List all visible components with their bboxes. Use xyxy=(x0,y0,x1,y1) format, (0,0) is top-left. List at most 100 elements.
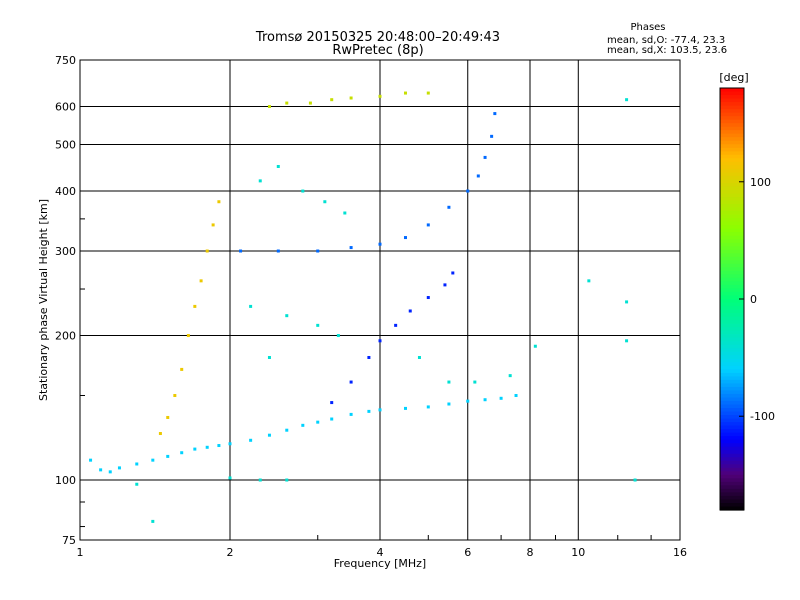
colorbar-segment xyxy=(720,499,744,504)
colorbar-label: [deg] xyxy=(719,71,748,84)
colorbar-segment xyxy=(720,467,744,472)
colorbar-segment xyxy=(720,147,744,152)
colorbar-segment xyxy=(720,186,744,191)
colorbar-segment xyxy=(720,175,744,181)
data-point xyxy=(447,380,451,384)
data-point xyxy=(276,164,280,168)
data-point xyxy=(228,442,232,446)
data-point xyxy=(180,367,184,371)
data-point xyxy=(349,380,353,384)
data-point xyxy=(343,211,347,215)
colorbar-segment xyxy=(720,372,744,377)
colorbar-segment xyxy=(720,334,744,339)
data-point xyxy=(180,451,184,455)
data-point xyxy=(349,246,353,250)
colorbar-segment xyxy=(720,418,744,423)
y-tick-label: 200 xyxy=(55,330,76,343)
colorbar-segment xyxy=(720,365,744,370)
colorbar-segment xyxy=(720,133,744,138)
y-tick-label: 300 xyxy=(55,245,76,258)
x-tick-label: 10 xyxy=(571,546,585,559)
data-point xyxy=(514,394,518,398)
colorbar-segment xyxy=(720,348,744,353)
data-point xyxy=(330,401,334,405)
data-point xyxy=(193,304,197,308)
colorbar-segment xyxy=(720,225,744,230)
data-point xyxy=(199,279,203,283)
colorbar-segment xyxy=(720,439,744,444)
colorbar-segment xyxy=(720,119,744,124)
data-point xyxy=(447,205,451,209)
colorbar-segment xyxy=(720,351,744,356)
data-point xyxy=(285,314,289,318)
colorbar-segment xyxy=(720,221,744,226)
data-point xyxy=(166,415,170,419)
phase-stats-x: mean, sd,X: 103.5, 23.6 xyxy=(607,45,727,56)
data-point xyxy=(205,445,209,449)
data-point xyxy=(316,420,320,424)
colorbar-segment xyxy=(720,144,744,149)
data-point xyxy=(394,323,398,327)
phase-stats-title: Phases xyxy=(630,22,665,33)
x-tick-label: 4 xyxy=(377,546,384,559)
colorbar-segment xyxy=(720,91,744,96)
colorbar-segment xyxy=(720,450,744,455)
colorbar-segment xyxy=(720,446,744,451)
colorbar-segment xyxy=(720,291,744,297)
colorbar-segment xyxy=(720,390,744,395)
data-point xyxy=(483,398,487,402)
colorbar-segment xyxy=(720,295,744,300)
colorbar-segment xyxy=(720,316,744,321)
data-point xyxy=(490,134,494,138)
data-point xyxy=(633,478,637,482)
data-point xyxy=(285,101,289,105)
data-point xyxy=(267,433,271,437)
data-point xyxy=(625,339,629,343)
colorbar-segment xyxy=(720,235,744,240)
colorbar-segment xyxy=(720,165,744,170)
data-point xyxy=(285,428,289,432)
data-point xyxy=(508,374,512,378)
data-point xyxy=(316,249,320,253)
phase-stats-o: mean, sd,O: -77.4, 23.3 xyxy=(607,35,725,46)
chart-subtitle: RwPretec (8p) xyxy=(332,43,423,58)
x-tick-label: 16 xyxy=(673,546,687,559)
data-point xyxy=(89,458,93,462)
colorbar-segment xyxy=(720,313,744,318)
colorbar-segment xyxy=(720,309,744,314)
colorbar-segment xyxy=(720,246,744,251)
colorbar-segment xyxy=(720,481,744,486)
colorbar-segment xyxy=(720,242,744,247)
data-point xyxy=(135,462,139,466)
colorbar-segment xyxy=(720,299,744,304)
colorbar-segment xyxy=(720,397,744,402)
colorbar-segment xyxy=(720,218,744,223)
colorbar-segment xyxy=(720,204,744,209)
data-point xyxy=(158,432,162,436)
x-tick-label: 2 xyxy=(227,546,234,559)
colorbar-segment xyxy=(720,425,744,430)
y-tick-label: 100 xyxy=(55,474,76,487)
data-point xyxy=(378,94,382,98)
colorbar-segment xyxy=(720,207,744,212)
data-point xyxy=(466,399,470,403)
colorbar-segment xyxy=(720,182,744,188)
colorbar-segment xyxy=(720,337,744,342)
colorbar-segment xyxy=(720,109,744,114)
colorbar-segment xyxy=(720,502,744,508)
colorbar-tick-label: -100 xyxy=(750,410,775,423)
colorbar-segment xyxy=(720,415,744,420)
data-point xyxy=(301,423,305,427)
colorbar-segment xyxy=(720,130,744,135)
y-tick-label: 750 xyxy=(55,54,76,67)
data-point xyxy=(533,344,537,348)
colorbar-segment xyxy=(720,274,744,279)
y-tick-label: 500 xyxy=(55,139,76,152)
colorbar-segment xyxy=(720,281,744,286)
colorbar-segment xyxy=(720,193,744,198)
colorbar-segment xyxy=(720,464,744,469)
colorbar-segment xyxy=(720,411,744,416)
data-point xyxy=(403,406,407,410)
colorbar-segment xyxy=(720,492,744,497)
